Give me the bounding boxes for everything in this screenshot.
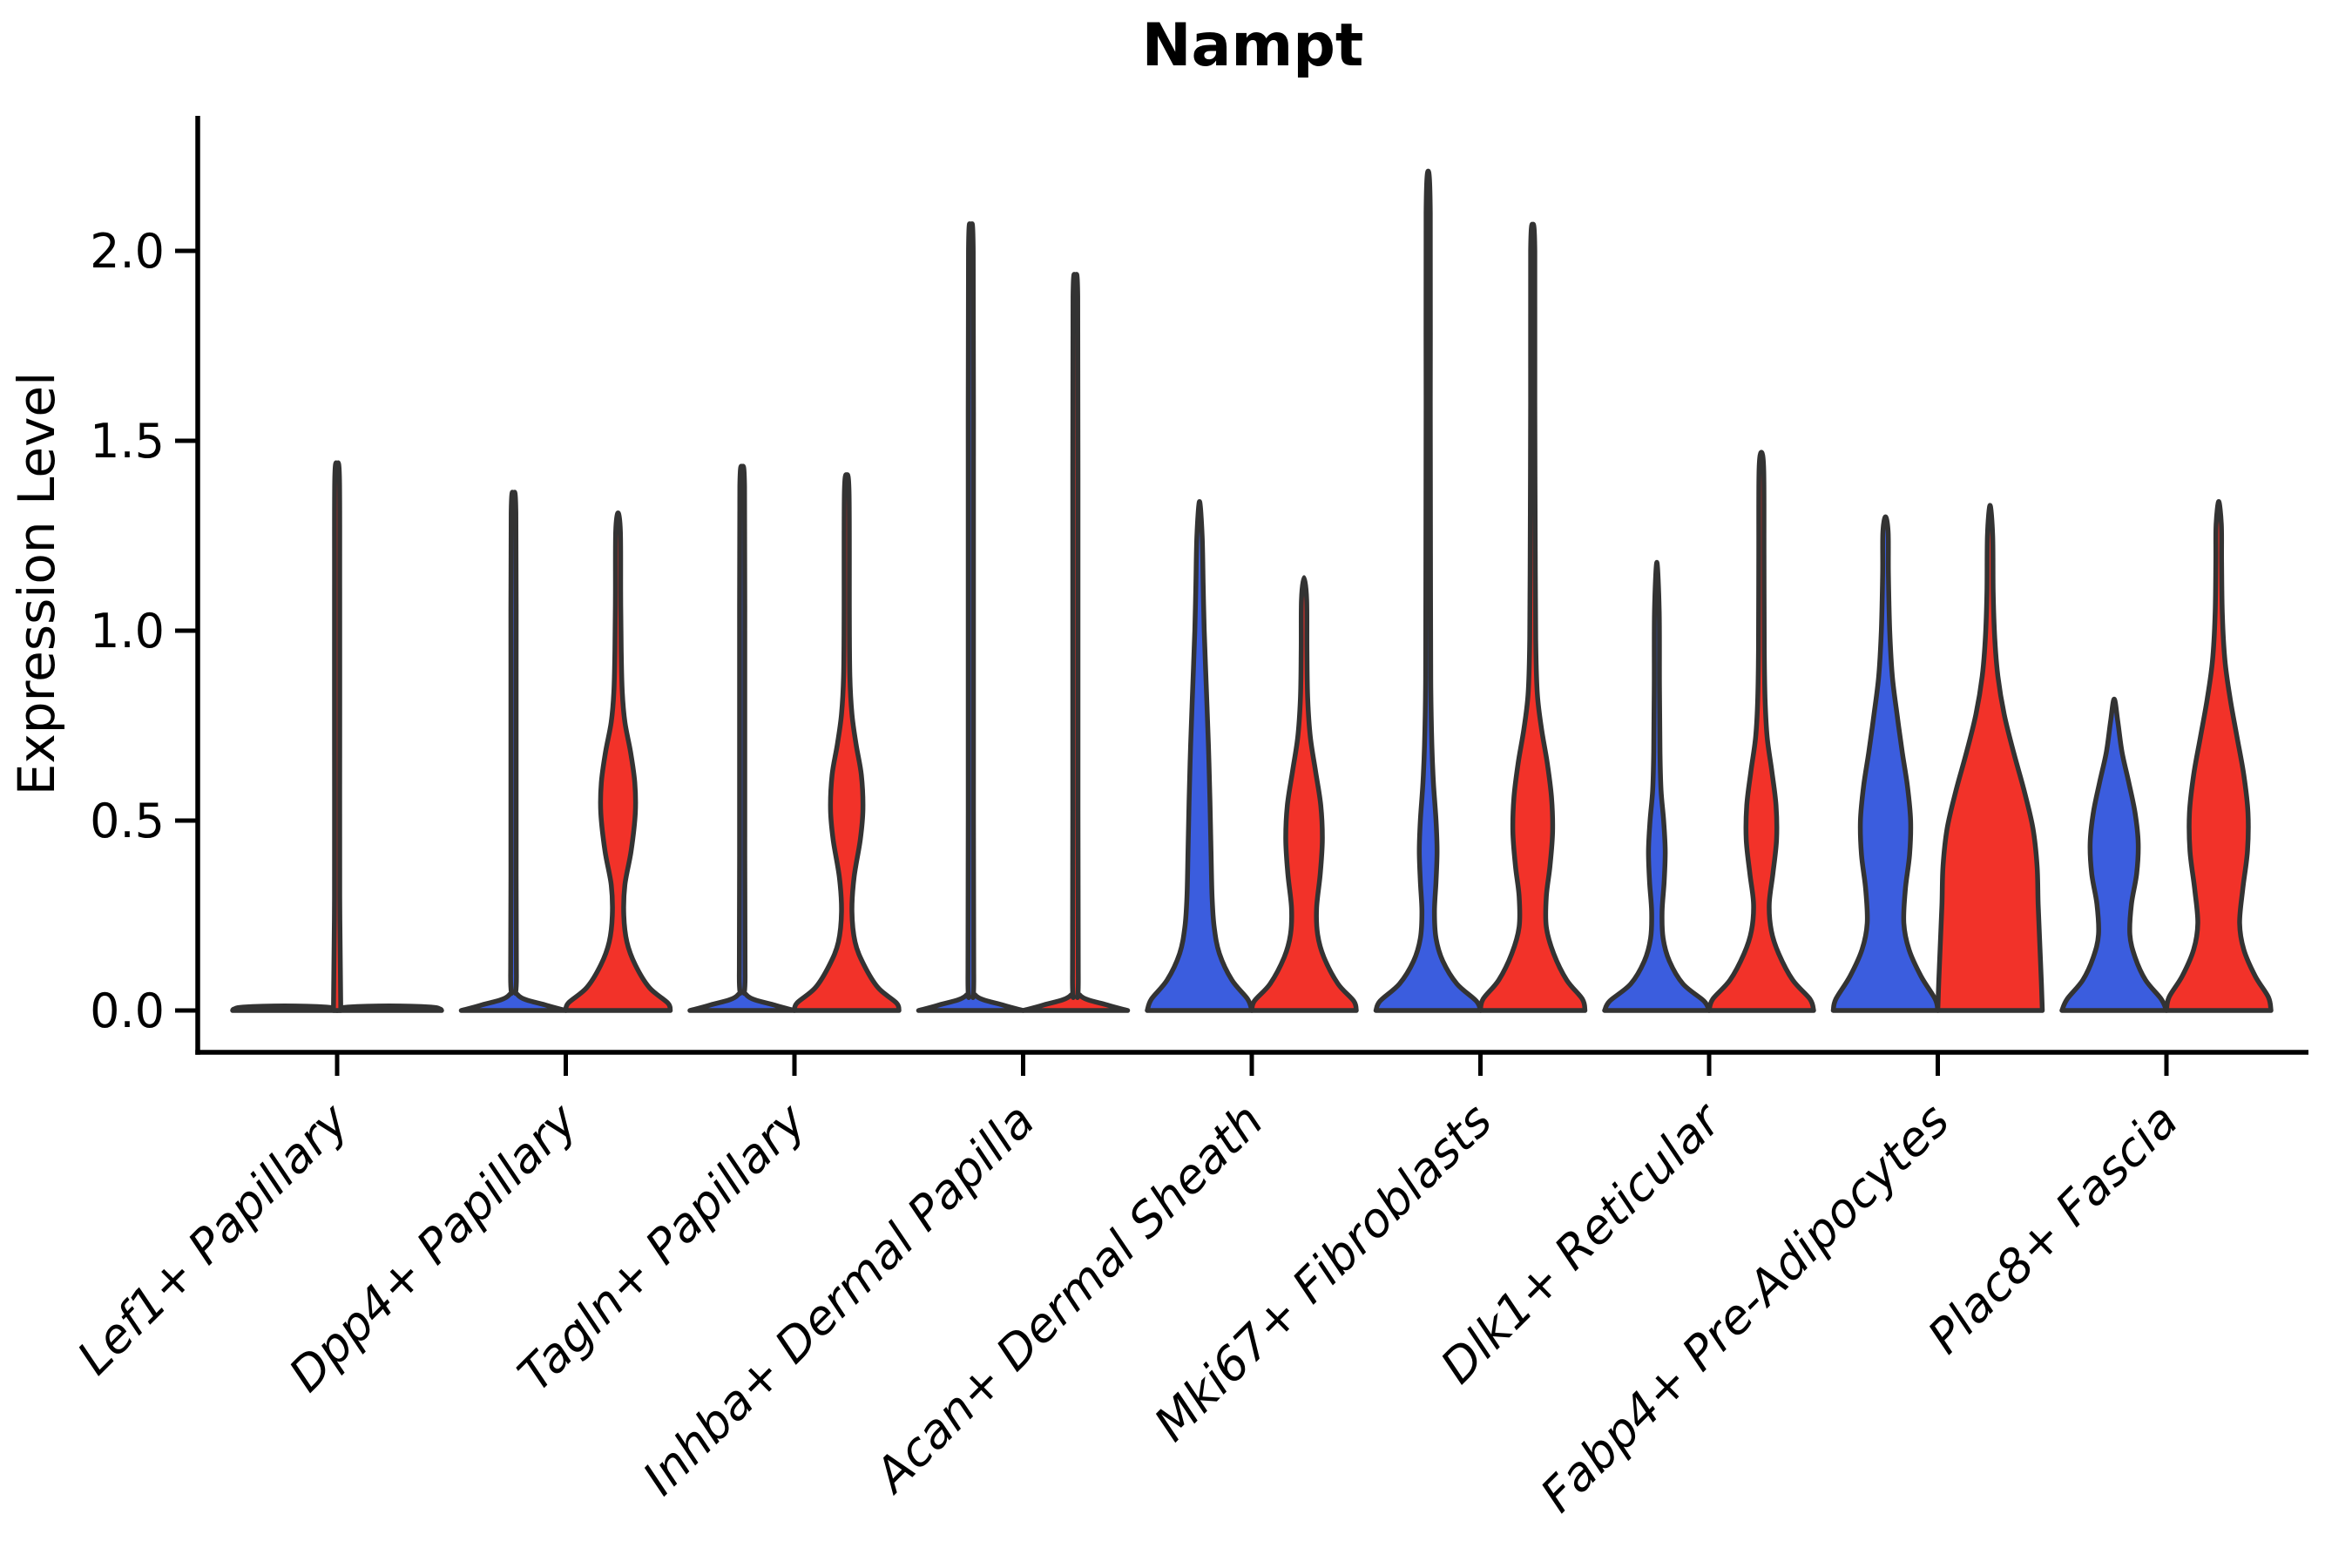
violin-dlk1-reticular-right (1707, 449, 1816, 1013)
violin-fabp4-pre-adipocytes-left (1830, 514, 1941, 1013)
x-tick-label-inhba-dermal-papilla: Inhba+ Dermal Papilla (632, 1093, 1045, 1506)
violin-lef1-papillary-right (335, 1004, 444, 1013)
y-tick-label: 0.5 (90, 794, 165, 848)
violin-lef1-papillary-left (230, 1004, 340, 1013)
y-tick-label: 0.0 (90, 983, 165, 1038)
violin-fabp4-pre-adipocytes-right (1935, 503, 2045, 1013)
y-tick-label: 1.5 (90, 414, 165, 469)
violin-plac8-fascia-left (2059, 696, 2169, 1013)
violin-layer (230, 168, 2274, 1013)
violin-inhba-dermal-papilla-right (1020, 272, 1131, 1013)
violin-mki67-fibroblasts-right (1477, 221, 1588, 1013)
x-tick-label-acan-dermal-sheath: Acan+ Dermal Sheath (862, 1093, 1274, 1504)
y-tick-label: 2.0 (90, 224, 165, 279)
y-tick-label: 1.0 (90, 604, 165, 659)
violin-tagln-papillary-left (687, 463, 797, 1013)
violin-tagln-papillary-right (792, 472, 902, 1013)
chart-title: Nampt (1142, 11, 1364, 80)
violin-acan-dermal-sheath-right (1249, 575, 1359, 1013)
violin-mki67-fibroblasts-left (1373, 168, 1484, 1013)
violin-dlk1-reticular-left (1602, 559, 1712, 1013)
y-axis-label: Expression Level (7, 372, 66, 795)
violin-inhba-dermal-papilla-left (916, 221, 1026, 1013)
violin-dpp4-papillary-right (563, 510, 673, 1013)
violin-dpp4-papillary-left (458, 490, 569, 1013)
violin-acan-dermal-sheath-left (1145, 499, 1254, 1013)
violin-lef1-papillary-center (331, 460, 343, 1013)
x-tick-label-plac8-fascia: Plac8+ Fascia (1917, 1093, 2188, 1364)
violin-plac8-fascia-right (2164, 499, 2274, 1013)
x-tick-label-fabp4-pre-adipocytes: Fabp4+ Pre-Adipocytes (1530, 1093, 1959, 1523)
axes-layer: 0.0 0.5 1.0 1.5 2.0 (90, 116, 2308, 1076)
